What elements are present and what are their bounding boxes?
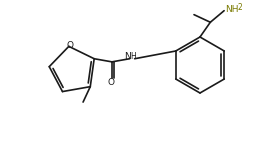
Text: H: H (131, 52, 136, 61)
Text: N: N (124, 52, 131, 61)
Text: O: O (108, 78, 115, 87)
Text: 2: 2 (237, 3, 242, 12)
Text: O: O (67, 41, 74, 50)
Text: NH: NH (225, 5, 239, 14)
